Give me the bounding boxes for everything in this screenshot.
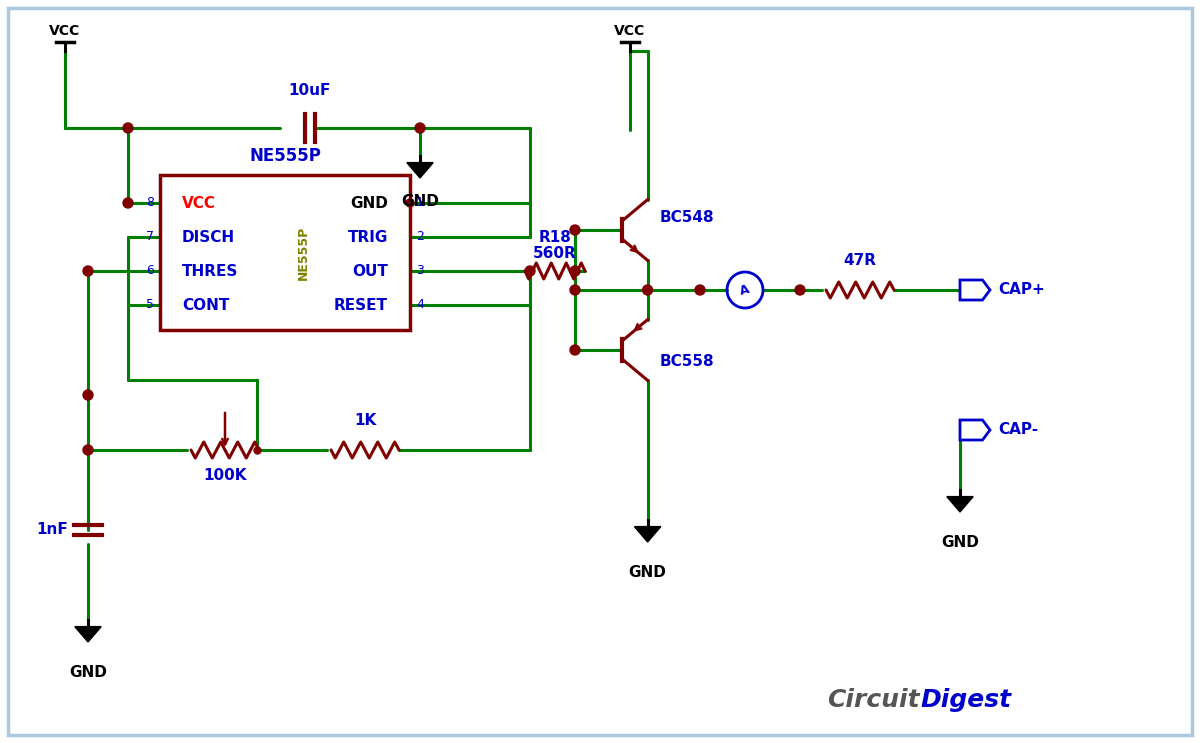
- Text: GND: GND: [941, 535, 979, 550]
- Circle shape: [406, 199, 414, 207]
- Text: 8: 8: [146, 196, 154, 210]
- Polygon shape: [960, 280, 990, 300]
- Circle shape: [570, 225, 580, 235]
- Circle shape: [643, 285, 653, 295]
- Circle shape: [83, 390, 94, 400]
- Text: 4: 4: [416, 299, 424, 311]
- Text: A: A: [739, 282, 751, 297]
- Circle shape: [83, 266, 94, 276]
- Bar: [160, 175, 410, 330]
- Text: 100K: 100K: [203, 468, 247, 483]
- Text: R18: R18: [539, 230, 571, 245]
- Text: CAP+: CAP+: [998, 282, 1045, 297]
- Text: DISCH: DISCH: [182, 230, 235, 244]
- Text: 7: 7: [146, 230, 154, 244]
- Text: BC548: BC548: [660, 210, 714, 225]
- Text: GND: GND: [350, 195, 388, 210]
- Text: 3: 3: [416, 265, 424, 277]
- Text: CONT: CONT: [182, 297, 229, 313]
- Text: 1: 1: [416, 196, 424, 210]
- Text: Digest: Digest: [920, 688, 1012, 712]
- Text: 47R: 47R: [844, 253, 876, 268]
- Text: VCC: VCC: [49, 24, 80, 38]
- Text: TRIG: TRIG: [348, 230, 388, 244]
- Polygon shape: [635, 527, 661, 542]
- Text: RESET: RESET: [334, 297, 388, 313]
- Circle shape: [570, 266, 580, 276]
- Text: 1K: 1K: [354, 413, 376, 428]
- Circle shape: [415, 123, 425, 133]
- Text: 560R: 560R: [533, 246, 577, 261]
- Text: VCC: VCC: [182, 195, 216, 210]
- Text: BC558: BC558: [660, 354, 714, 369]
- Text: GND: GND: [629, 565, 666, 580]
- Text: 6: 6: [146, 265, 154, 277]
- Polygon shape: [74, 626, 101, 642]
- Polygon shape: [947, 496, 973, 512]
- Text: GND: GND: [401, 194, 439, 209]
- Text: 10uF: 10uF: [289, 83, 331, 98]
- Circle shape: [796, 285, 805, 295]
- Circle shape: [570, 345, 580, 355]
- Polygon shape: [960, 420, 990, 440]
- Text: OUT: OUT: [352, 264, 388, 279]
- Text: NE555P: NE555P: [296, 225, 310, 279]
- Text: 2: 2: [416, 230, 424, 244]
- Text: Circuit: Circuit: [827, 688, 920, 712]
- Circle shape: [526, 266, 535, 276]
- Circle shape: [695, 285, 706, 295]
- Text: 5: 5: [146, 299, 154, 311]
- Polygon shape: [407, 163, 433, 178]
- Text: GND: GND: [70, 665, 107, 680]
- Text: VCC: VCC: [614, 24, 646, 38]
- Circle shape: [124, 123, 133, 133]
- Text: 1nF: 1nF: [36, 522, 68, 537]
- Text: NE555P: NE555P: [250, 147, 320, 165]
- Circle shape: [124, 198, 133, 208]
- Text: CAP-: CAP-: [998, 423, 1038, 438]
- Text: THRES: THRES: [182, 264, 239, 279]
- Circle shape: [83, 445, 94, 455]
- Circle shape: [570, 285, 580, 295]
